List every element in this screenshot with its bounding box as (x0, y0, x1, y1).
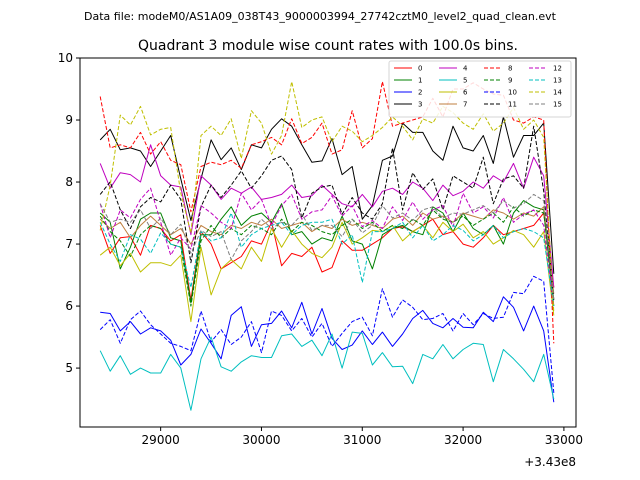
series-line-0 (99, 212, 555, 301)
y-tick-label: 5 (65, 361, 73, 375)
y-tick-label: 6 (65, 299, 73, 313)
series-line-5 (99, 331, 555, 411)
series-line-10 (99, 275, 555, 393)
x-tick-label: 33000 (545, 433, 583, 447)
axes-frame (79, 57, 577, 428)
series-line-13 (99, 212, 555, 307)
series-line-14 (99, 81, 555, 313)
y-tick-label: 9 (65, 113, 73, 127)
y-tick-label: 7 (65, 237, 73, 251)
legend-frame (388, 60, 572, 118)
series-line-15 (99, 193, 555, 300)
axes-background (80, 58, 576, 427)
legend-label-15: 15 (553, 101, 562, 109)
y-tick-label: 10 (58, 51, 73, 65)
legend-label-14: 14 (553, 89, 562, 97)
x-axis: 29000 30000 31000 32000 33000 (142, 427, 583, 447)
legend-label-3: 3 (418, 101, 422, 109)
legend-label-12: 12 (553, 65, 562, 73)
x-tick-label: 30000 (242, 433, 280, 447)
series-group (99, 81, 555, 411)
series-line-12 (99, 187, 555, 307)
legend-label-9: 9 (508, 77, 512, 85)
x-offset-label: +3.43e8 (524, 455, 576, 469)
suptitle: Data file: modeM0/AS1A09_038T43_90000039… (84, 10, 557, 23)
legend-label-5: 5 (463, 77, 467, 85)
legend-label-7: 7 (463, 101, 467, 109)
series-line-6 (99, 221, 555, 323)
legend-label-4: 4 (463, 65, 468, 73)
legend-label-8: 8 (508, 65, 512, 73)
series-line-1 (99, 200, 555, 307)
plot-area (79, 57, 577, 428)
chart-title: Quadrant 3 module wise count rates with … (138, 38, 518, 54)
x-tick-label: 32000 (444, 433, 482, 447)
legend-label-10: 10 (508, 89, 517, 97)
legend-label-1: 1 (418, 77, 422, 85)
legend-label-11: 11 (508, 101, 517, 109)
x-tick-label: 31000 (343, 433, 381, 447)
legend-label-2: 2 (418, 89, 422, 97)
x-tick-label: 29000 (142, 433, 180, 447)
series-line-2 (100, 296, 555, 403)
series-line-11 (99, 125, 555, 300)
y-axis: 5 6 7 8 9 10 (58, 51, 80, 375)
legend-label-13: 13 (553, 77, 562, 85)
y-tick-label: 8 (65, 175, 73, 189)
legend-label-0: 0 (418, 65, 422, 73)
legend-label-6: 6 (463, 89, 468, 97)
series-line-7 (99, 206, 555, 294)
series-line-4 (99, 144, 555, 288)
